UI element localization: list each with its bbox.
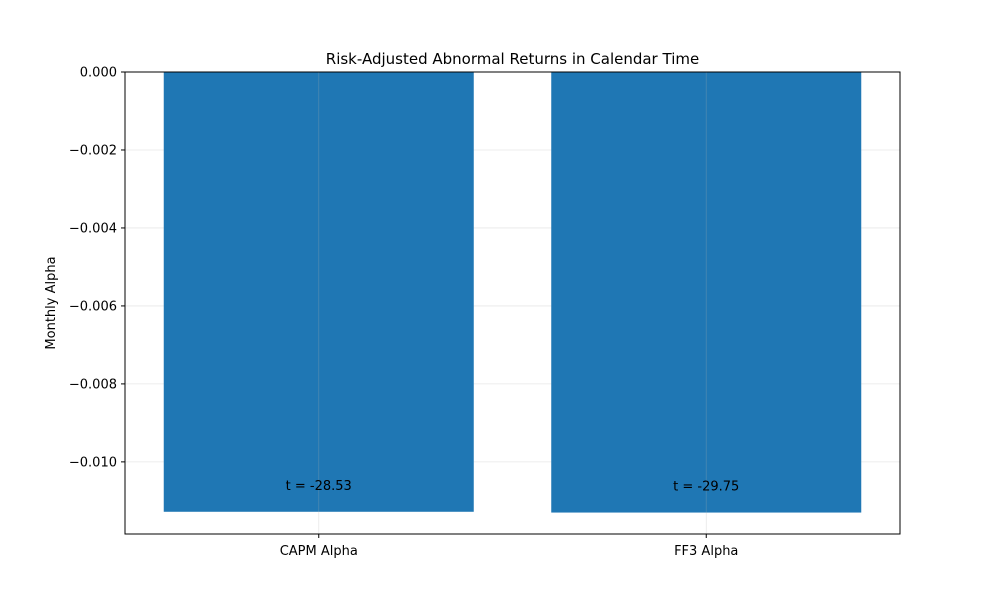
x-tick-label: CAPM Alpha bbox=[280, 544, 358, 559]
vertical-grid-lines bbox=[318, 72, 707, 534]
y-axis-ticks: 0.000 −0.002 −0.004 −0.006 −0.008 −0.010 bbox=[69, 66, 125, 470]
bar bbox=[551, 72, 862, 513]
y-tick-label: −0.008 bbox=[69, 377, 117, 392]
y-axis-label: Monthly Alpha bbox=[44, 256, 59, 349]
bar-annotation: t = -28.53 bbox=[286, 479, 352, 494]
y-tick-label: 0.000 bbox=[80, 66, 117, 81]
bar-annotations: t = -28.53 t = -29.75 bbox=[286, 479, 740, 495]
y-tick-label: −0.010 bbox=[69, 455, 117, 470]
plot-frame bbox=[124, 71, 901, 535]
chart-title: Risk-Adjusted Abnormal Returns in Calend… bbox=[326, 50, 699, 68]
y-tick-label: −0.002 bbox=[69, 143, 117, 158]
y-tick-label: −0.006 bbox=[69, 299, 117, 314]
bar bbox=[163, 72, 474, 512]
y-tick-label: −0.004 bbox=[69, 221, 117, 236]
x-tick-label: FF3 Alpha bbox=[674, 544, 738, 559]
x-axis-ticks: CAPM Alpha FF3 Alpha bbox=[280, 534, 738, 559]
bars bbox=[163, 72, 862, 513]
bar-annotation: t = -29.75 bbox=[673, 480, 739, 495]
